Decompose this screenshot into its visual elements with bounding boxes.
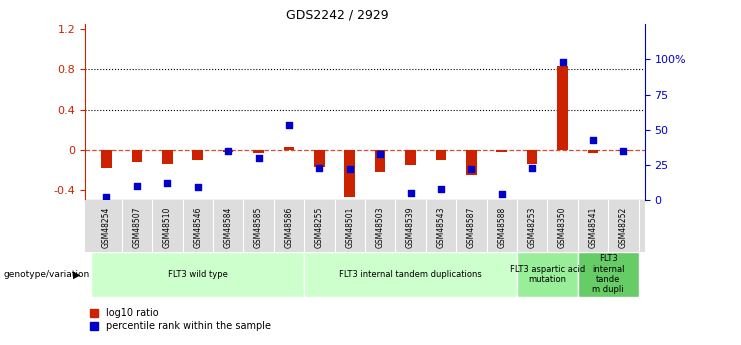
- Bar: [132, 150, 142, 162]
- Bar: [223, 150, 233, 152]
- Bar: [345, 150, 355, 197]
- Bar: [557, 66, 568, 150]
- Text: GSM48501: GSM48501: [345, 206, 354, 248]
- Point: [344, 166, 356, 172]
- Text: GSM48541: GSM48541: [588, 206, 597, 248]
- FancyBboxPatch shape: [91, 252, 304, 297]
- Bar: [405, 150, 416, 165]
- Point: [435, 186, 447, 191]
- Point: [283, 123, 295, 128]
- Bar: [253, 150, 264, 153]
- Legend: log10 ratio, percentile rank within the sample: log10 ratio, percentile rank within the …: [90, 308, 270, 332]
- Text: GSM48254: GSM48254: [102, 206, 111, 248]
- Text: GSM48585: GSM48585: [254, 206, 263, 248]
- Text: genotype/variation: genotype/variation: [4, 270, 90, 279]
- Text: GSM48546: GSM48546: [193, 206, 202, 248]
- Text: FLT3 wild type: FLT3 wild type: [167, 270, 227, 279]
- Bar: [496, 150, 507, 152]
- Point: [192, 185, 204, 190]
- Text: FLT3 internal tandem duplications: FLT3 internal tandem duplications: [339, 270, 482, 279]
- Point: [556, 59, 568, 65]
- Point: [526, 165, 538, 170]
- Point: [313, 165, 325, 170]
- Bar: [588, 150, 598, 153]
- Text: ▶: ▶: [73, 269, 80, 279]
- Point: [496, 192, 508, 197]
- Text: FLT3 aspartic acid
mutation: FLT3 aspartic acid mutation: [510, 265, 585, 284]
- Title: GDS2242 / 2929: GDS2242 / 2929: [286, 9, 388, 22]
- Point: [617, 148, 629, 154]
- Text: GSM48510: GSM48510: [163, 206, 172, 248]
- FancyBboxPatch shape: [517, 252, 578, 297]
- Bar: [162, 150, 173, 164]
- Text: GSM48350: GSM48350: [558, 206, 567, 248]
- Point: [222, 148, 234, 154]
- Text: GSM48507: GSM48507: [133, 206, 142, 248]
- Text: GSM48587: GSM48587: [467, 206, 476, 248]
- Bar: [284, 147, 294, 150]
- FancyBboxPatch shape: [304, 252, 517, 297]
- Bar: [618, 150, 628, 151]
- Text: GSM48252: GSM48252: [619, 206, 628, 248]
- Text: GSM48503: GSM48503: [376, 206, 385, 248]
- Point: [162, 180, 173, 186]
- Bar: [466, 150, 476, 175]
- Point: [465, 166, 477, 172]
- Point: [131, 183, 143, 189]
- Bar: [102, 150, 112, 168]
- Bar: [193, 150, 203, 160]
- Text: GSM48539: GSM48539: [406, 206, 415, 248]
- Text: GSM48543: GSM48543: [436, 206, 445, 248]
- Text: FLT3
internal
tande
m dupli: FLT3 internal tande m dupli: [592, 254, 625, 294]
- Point: [253, 155, 265, 161]
- Text: GSM48253: GSM48253: [528, 206, 536, 248]
- Point: [405, 190, 416, 196]
- Point: [587, 137, 599, 142]
- Text: GSM48255: GSM48255: [315, 206, 324, 248]
- Text: GSM48584: GSM48584: [224, 206, 233, 248]
- Point: [101, 195, 113, 200]
- Bar: [314, 150, 325, 167]
- Text: GSM48588: GSM48588: [497, 206, 506, 248]
- FancyBboxPatch shape: [578, 252, 639, 297]
- Bar: [375, 150, 385, 172]
- Point: [374, 151, 386, 156]
- Text: GSM48586: GSM48586: [285, 206, 293, 248]
- Bar: [527, 150, 537, 164]
- Bar: [436, 150, 446, 160]
